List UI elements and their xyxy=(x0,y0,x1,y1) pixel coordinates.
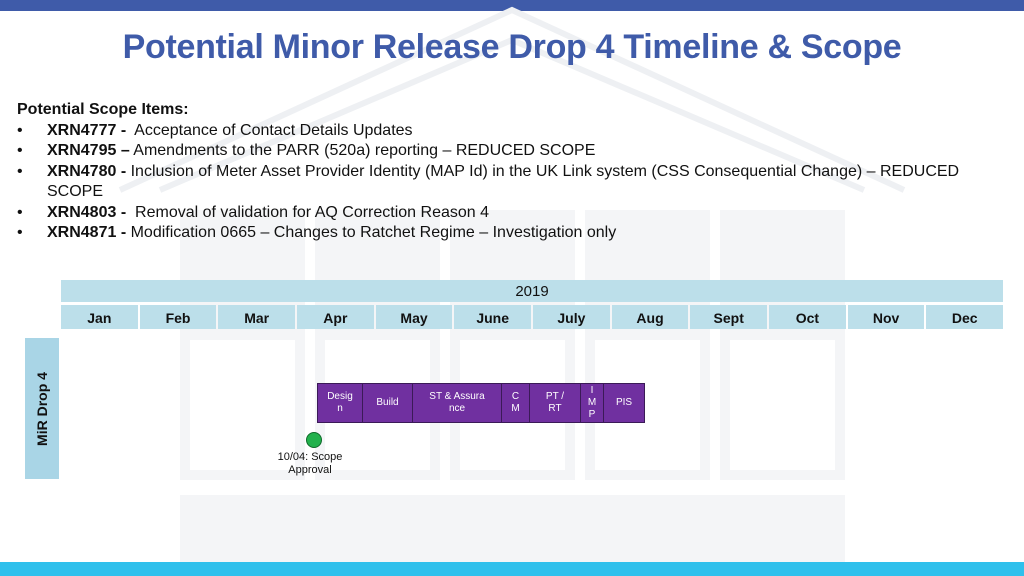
month-dec: Dec xyxy=(926,305,1004,329)
scope-list: XRN4777 - Acceptance of Contact Details … xyxy=(17,121,977,244)
month-nov: Nov xyxy=(847,305,925,329)
top-accent-bar xyxy=(0,0,1024,11)
scope-item-code: XRN4871 - xyxy=(47,224,127,241)
month-july: July xyxy=(533,305,610,329)
phase-imp: IMP xyxy=(579,383,605,423)
phase-pis: PIS xyxy=(603,383,645,423)
scope-item-text: Acceptance of Contact Details Updates xyxy=(126,121,413,139)
scope-item: XRN4780 - Inclusion of Meter Asset Provi… xyxy=(17,162,977,203)
phase-bar: Design Build ST & Assurance CM PT / RT I… xyxy=(317,383,645,423)
timeline-months-row: Jan Feb Mar Apr May June July Aug Sept O… xyxy=(61,305,1004,329)
milestone-marker xyxy=(306,432,322,448)
milestone-label-line2: Approval xyxy=(288,464,332,476)
phase-pt-rt: PT / RT xyxy=(529,383,581,423)
milestone-label-line1: 10/04: Scope xyxy=(277,451,343,463)
scope-item-text: Modification 0665 – Changes to Ratchet R… xyxy=(126,224,617,241)
month-may: May xyxy=(375,305,453,329)
scope-item-code: XRN4780 - xyxy=(47,162,127,180)
scope-item: XRN4803 - Removal of validation for AQ C… xyxy=(17,203,977,224)
phase-cm: CM xyxy=(500,383,531,423)
phase-st-assurance: ST & Assurance xyxy=(412,383,502,423)
month-apr: Apr xyxy=(297,305,374,329)
scope-item: XRN4795 – Amendments to the PARR (520a) … xyxy=(17,141,977,162)
scope-item: XRN4871 - Modification 0665 – Changes to… xyxy=(17,223,977,244)
month-jan: Jan xyxy=(61,305,138,329)
month-aug: Aug xyxy=(611,305,689,329)
scope-item: XRN4777 - Acceptance of Contact Details … xyxy=(17,121,977,142)
scope-item-code: XRN4803 - xyxy=(47,203,127,221)
phase-build: Build xyxy=(361,383,414,423)
bottom-accent-bar xyxy=(0,562,1024,576)
phase-design: Design xyxy=(317,383,363,423)
month-feb: Feb xyxy=(139,305,217,329)
timeline-year-header: 2019 xyxy=(61,280,1003,302)
row-label-mir-drop-4: MiR Drop 4 xyxy=(25,338,59,479)
scope-item-code: XRN4777 - xyxy=(47,121,127,139)
milestone-label: 10/04: Scope Approval xyxy=(258,451,362,477)
row-label-text: MiR Drop 4 xyxy=(34,371,50,446)
scope-item-text: Inclusion of Meter Asset Provider Identi… xyxy=(47,162,964,201)
month-sept: Sept xyxy=(690,305,768,329)
month-june: June xyxy=(454,305,532,329)
scope-section: Potential Scope Items: XRN4777 - Accepta… xyxy=(17,100,977,244)
slide-title: Potential Minor Release Drop 4 Timeline … xyxy=(122,28,902,66)
scope-item-text: Removal of validation for AQ Correction … xyxy=(126,203,489,221)
scope-item-code: XRN4795 – xyxy=(47,142,130,159)
scope-item-text: Amendments to the PARR (520a) reporting … xyxy=(129,142,596,159)
scope-heading: Potential Scope Items: xyxy=(17,101,189,118)
month-oct: Oct xyxy=(769,305,846,329)
month-mar: Mar xyxy=(218,305,296,329)
